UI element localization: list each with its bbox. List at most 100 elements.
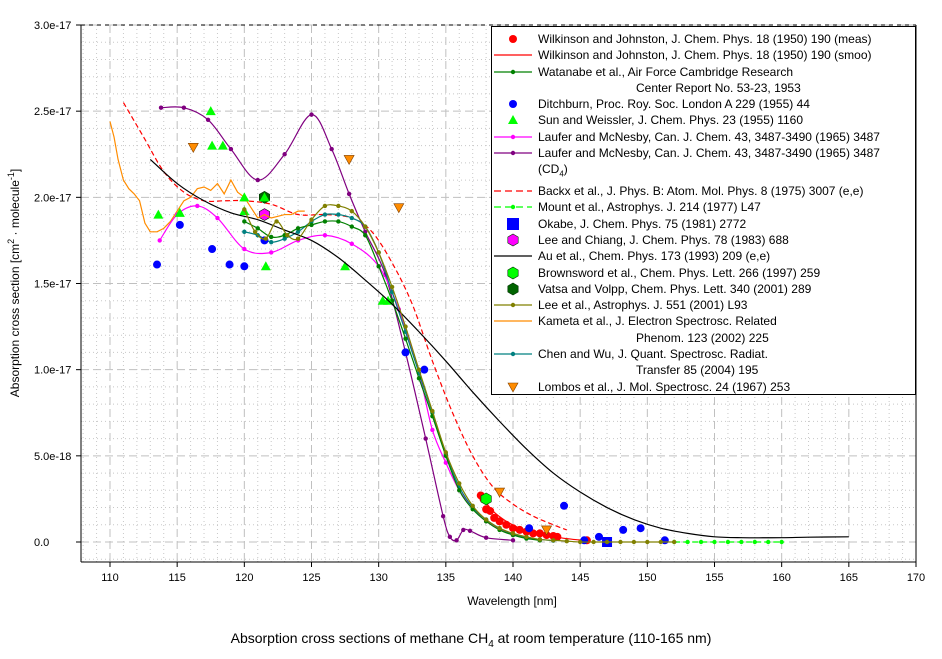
legend-swatch <box>492 145 534 161</box>
data-point <box>645 539 650 545</box>
data-point <box>269 234 274 240</box>
legend-label-line: Vatsa and Volpp, Chem. Phys. Lett. 340 (… <box>538 281 812 296</box>
legend-item: Ditchburn, Proc. Roy. Soc. London A 229 … <box>492 96 915 112</box>
legend-label-continuation: Transfer 85 (2004) 195 <box>636 363 759 378</box>
legend-marker <box>507 233 519 247</box>
legend-label-line: Wilkinson and Johnston, J. Chem. Phys. 1… <box>538 32 872 46</box>
legend-label: Backx et al., J. Phys. B: Atom. Mol. Phy… <box>534 183 915 199</box>
legend-label-continuation: Phenom. 123 (2002) 225 <box>636 330 769 345</box>
legend-item: Lee and Chiang, J. Chem. Phys. 78 (1983)… <box>492 232 915 248</box>
data-point <box>631 539 637 545</box>
data-point <box>443 450 449 455</box>
legend-marker <box>509 35 517 43</box>
legend-label: Kameta et al., J. Electron Spectrosc. Re… <box>534 313 915 346</box>
y-axis-title-a: Absorption cross section [cm <box>8 244 22 397</box>
legend-label: Chen and Wu, J. Quant. Spectrosc. Radiat… <box>534 346 915 379</box>
data-point <box>376 264 381 269</box>
legend-swatch <box>492 313 534 329</box>
legend-label: Wilkinson and Johnston, J. Chem. Phys. 1… <box>534 47 915 63</box>
legend-item: Chen and Wu, J. Quant. Spectrosc. Radiat… <box>492 346 915 379</box>
data-point <box>295 229 301 234</box>
data-point <box>343 155 355 166</box>
data-point <box>594 532 603 541</box>
data-point <box>376 250 381 255</box>
legend-label: Watanabe et al., Air Force Cambridge Res… <box>534 64 915 97</box>
data-point <box>239 192 250 202</box>
legend-label-line: Lombos et al., J. Mol. Spectrosc. 24 (19… <box>538 379 791 394</box>
legend-swatch-graphic <box>494 205 532 210</box>
data-point <box>430 427 435 433</box>
legend-label: Wilkinson and Johnston, J. Chem. Phys. 1… <box>534 31 915 47</box>
legend-marker <box>510 150 516 156</box>
legend-label-line: Kameta et al., J. Electron Spectrosc. Re… <box>538 314 777 329</box>
data-point <box>510 538 516 543</box>
data-point <box>242 246 247 252</box>
chart-caption: Absorption cross sections of methane CH4… <box>0 630 942 650</box>
legend-item: Wilkinson and Johnston, J. Chem. Phys. 1… <box>492 47 915 63</box>
legend-marker <box>507 282 519 296</box>
legend-label: Sun and Weissler, J. Chem. Phys. 23 (195… <box>534 112 915 128</box>
legend-label: Okabe, J. Chem. Phys. 75 (1981) 2772 <box>534 216 915 232</box>
legend-label: Au et al., Chem. Phys. 173 (1993) 209 (e… <box>534 248 915 264</box>
data-point <box>420 365 429 374</box>
legend-swatch <box>492 31 534 47</box>
series-8 <box>672 539 784 545</box>
x-tick-label: 115 <box>168 572 186 584</box>
data-point <box>282 236 287 241</box>
data-point <box>349 224 354 229</box>
legend-label-line: Ditchburn, Proc. Roy. Soc. London A 229 … <box>538 97 810 112</box>
data-point <box>672 539 677 545</box>
series-line <box>109 121 305 233</box>
data-point <box>752 539 757 545</box>
data-point <box>739 539 744 545</box>
data-point <box>467 528 473 533</box>
caption-sub: 4 <box>488 638 494 650</box>
data-point <box>269 250 274 255</box>
legend-label: Vatsa and Volpp, Chem. Phys. Lett. 340 (… <box>534 281 915 297</box>
legend-label: Brownsword et al., Chem. Phys. Lett. 266… <box>534 265 915 281</box>
data-point <box>495 517 504 526</box>
legend-swatch-graphic <box>494 302 532 308</box>
legend-swatch <box>492 265 534 281</box>
legend: Wilkinson and Johnston, J. Chem. Phys. 1… <box>491 26 916 395</box>
data-point <box>336 212 341 217</box>
data-point <box>486 506 495 515</box>
data-point <box>153 209 164 219</box>
data-point <box>447 534 453 540</box>
data-point <box>457 488 462 493</box>
data-point <box>263 236 269 241</box>
legend-label-line: Wilkinson and Johnston, J. Chem. Phys. 1… <box>538 48 872 63</box>
legend-marker <box>507 382 519 393</box>
legend-label-continuation: Center Report No. 53-23, 1953 <box>636 80 801 95</box>
data-point <box>309 217 314 222</box>
legend-swatch <box>492 346 534 362</box>
data-point <box>535 529 544 538</box>
legend-swatch <box>492 232 534 248</box>
x-tick-labels: 110 115 120 125 130 135 140 145 150 155 160 165 170 <box>101 572 925 584</box>
data-point <box>712 539 717 545</box>
series-0 <box>476 491 591 545</box>
x-axis-title: Wavelength [nm] <box>467 594 557 608</box>
legend-label-line: Okabe, J. Chem. Phys. 75 (1981) 2772 <box>538 216 747 231</box>
legend-swatch <box>492 199 534 215</box>
data-point <box>175 220 184 229</box>
data-point <box>416 376 422 381</box>
data-point <box>403 324 408 329</box>
data-point <box>619 525 628 534</box>
legend-label-line: Sun and Weissler, J. Chem. Phys. 23 (195… <box>538 113 804 128</box>
legend-item: Watanabe et al., Air Force Cambridge Res… <box>492 64 915 97</box>
x-tick-label: 145 <box>571 572 589 584</box>
legend-swatch-graphic <box>494 69 532 74</box>
legend-swatch <box>492 183 534 199</box>
data-point <box>195 203 200 209</box>
legend-swatch-graphic <box>494 150 532 156</box>
series-6 <box>158 105 516 543</box>
legend-item: Brownsword et al., Chem. Phys. Lett. 266… <box>492 265 915 281</box>
series-12 <box>480 492 492 506</box>
legend-item: Lombos et al., J. Mol. Spectrosc. 24 (19… <box>492 379 915 395</box>
data-point <box>157 238 162 243</box>
legend-marker <box>510 69 516 74</box>
legend-label-line: Chen and Wu, J. Quant. Spectrosc. Radiat… <box>538 347 768 362</box>
legend-swatch <box>492 112 534 128</box>
legend-item: Backx et al., J. Phys. B: Atom. Mol. Phy… <box>492 183 915 199</box>
